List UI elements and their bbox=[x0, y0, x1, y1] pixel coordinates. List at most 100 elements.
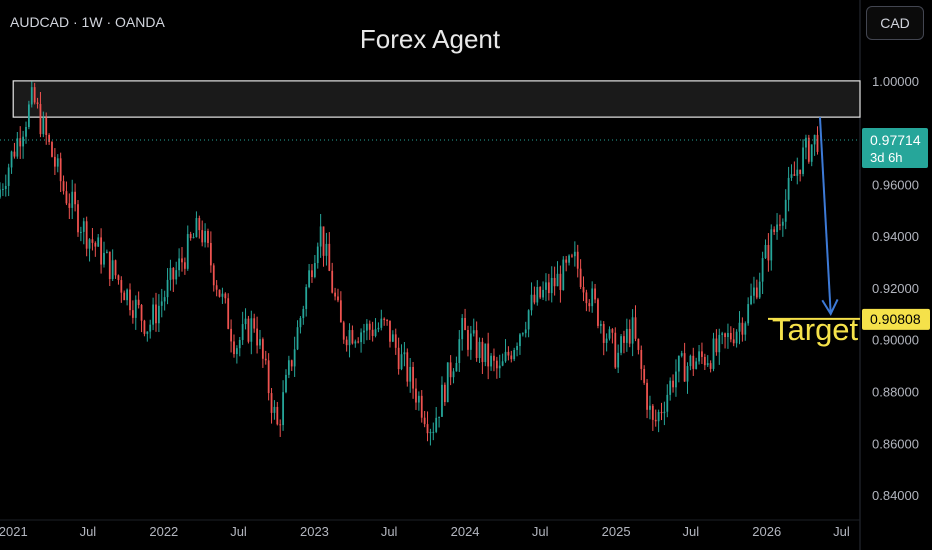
candle-body bbox=[597, 299, 599, 326]
candle-body bbox=[386, 319, 388, 321]
candle-body bbox=[755, 287, 758, 298]
candle-body bbox=[129, 289, 131, 311]
candle-body bbox=[406, 352, 409, 382]
candle-body bbox=[365, 323, 368, 331]
candle-body bbox=[155, 304, 157, 324]
candle-body bbox=[542, 289, 544, 298]
candle-body bbox=[215, 285, 218, 290]
candle-body bbox=[680, 353, 683, 356]
current-price-badge bbox=[862, 128, 928, 169]
candle-body bbox=[85, 221, 88, 249]
candle-body bbox=[571, 255, 573, 257]
candle-body bbox=[374, 329, 377, 336]
candle-body bbox=[290, 360, 293, 367]
candle-body bbox=[487, 343, 490, 367]
candle-body bbox=[42, 117, 45, 135]
candle-body bbox=[348, 330, 351, 346]
candle-body bbox=[727, 332, 729, 338]
candle-body bbox=[7, 167, 10, 186]
candle-body bbox=[761, 258, 764, 282]
candle-body bbox=[68, 203, 71, 208]
candle-body bbox=[409, 366, 412, 382]
candle-body bbox=[562, 259, 565, 290]
candle-body bbox=[331, 270, 334, 293]
x-tick-label: Jul bbox=[80, 524, 97, 539]
candle-body bbox=[438, 416, 440, 418]
candle-body bbox=[126, 289, 128, 301]
candle-body bbox=[244, 318, 247, 325]
candle-body bbox=[299, 318, 302, 328]
candle-body bbox=[105, 251, 108, 253]
candle-body bbox=[807, 137, 810, 162]
candle-body bbox=[675, 371, 677, 388]
candle-body bbox=[620, 336, 622, 353]
y-tick-label: 0.94000 bbox=[872, 229, 919, 244]
candle-body bbox=[33, 87, 36, 103]
candle-body bbox=[273, 406, 276, 413]
candle-body bbox=[360, 332, 362, 343]
candle-body bbox=[285, 374, 287, 393]
candle-body bbox=[94, 242, 97, 247]
candle-body bbox=[631, 317, 634, 344]
candle-body bbox=[120, 280, 123, 293]
candle-body bbox=[45, 117, 48, 135]
candle-body bbox=[527, 310, 530, 330]
candle-body bbox=[524, 329, 527, 334]
candle-body bbox=[602, 324, 605, 343]
candle-body bbox=[233, 341, 235, 355]
candle-body bbox=[764, 244, 767, 259]
candle-body bbox=[781, 221, 784, 226]
candle-body bbox=[441, 384, 443, 417]
candle-body bbox=[123, 292, 126, 301]
candle-body bbox=[198, 218, 201, 231]
candle-body bbox=[519, 334, 521, 347]
candle-body bbox=[490, 355, 492, 367]
target-price-value: 0.90808 bbox=[870, 311, 921, 327]
candle-body bbox=[400, 354, 403, 370]
candle-body bbox=[279, 424, 282, 426]
candle-body bbox=[325, 243, 328, 256]
candle-body bbox=[651, 405, 654, 420]
candle-body bbox=[172, 267, 175, 280]
candle-body bbox=[735, 331, 738, 344]
candle-body bbox=[588, 303, 591, 307]
candle-body bbox=[71, 191, 74, 208]
candle-body bbox=[510, 355, 513, 360]
candle-body bbox=[455, 363, 458, 372]
candle-body bbox=[192, 237, 195, 239]
candle-body bbox=[403, 352, 406, 355]
candle-body bbox=[259, 339, 261, 346]
candle-body bbox=[553, 277, 556, 287]
candle-body bbox=[628, 328, 631, 344]
candle-body bbox=[475, 330, 478, 358]
candle-body bbox=[550, 277, 553, 294]
y-tick-label: 0.88000 bbox=[872, 385, 919, 400]
candle-body bbox=[805, 137, 807, 148]
candle-body bbox=[134, 299, 137, 318]
projection-arrow bbox=[818, 117, 832, 314]
candle-body bbox=[770, 229, 773, 261]
candle-body bbox=[721, 333, 724, 335]
candle-body bbox=[4, 185, 7, 189]
candle-body bbox=[163, 297, 166, 302]
candle-body bbox=[56, 158, 59, 167]
candle-body bbox=[646, 382, 648, 410]
candle-body bbox=[729, 332, 732, 340]
candle-body bbox=[718, 334, 721, 353]
candle-body bbox=[195, 218, 198, 238]
candle-body bbox=[13, 151, 16, 157]
y-tick-label: 0.96000 bbox=[872, 177, 919, 192]
y-tick-label: 0.90000 bbox=[872, 333, 919, 348]
candle-body bbox=[605, 338, 608, 343]
candle-body bbox=[149, 324, 152, 332]
candle-body bbox=[30, 87, 33, 105]
candle-body bbox=[247, 318, 250, 342]
currency-button[interactable]: CAD bbox=[866, 6, 924, 40]
candle-body bbox=[293, 349, 296, 367]
candle-body bbox=[423, 417, 426, 425]
candle-body bbox=[464, 318, 466, 331]
candle-body bbox=[212, 265, 215, 286]
candle-body bbox=[146, 331, 149, 334]
candle-body bbox=[654, 419, 657, 422]
